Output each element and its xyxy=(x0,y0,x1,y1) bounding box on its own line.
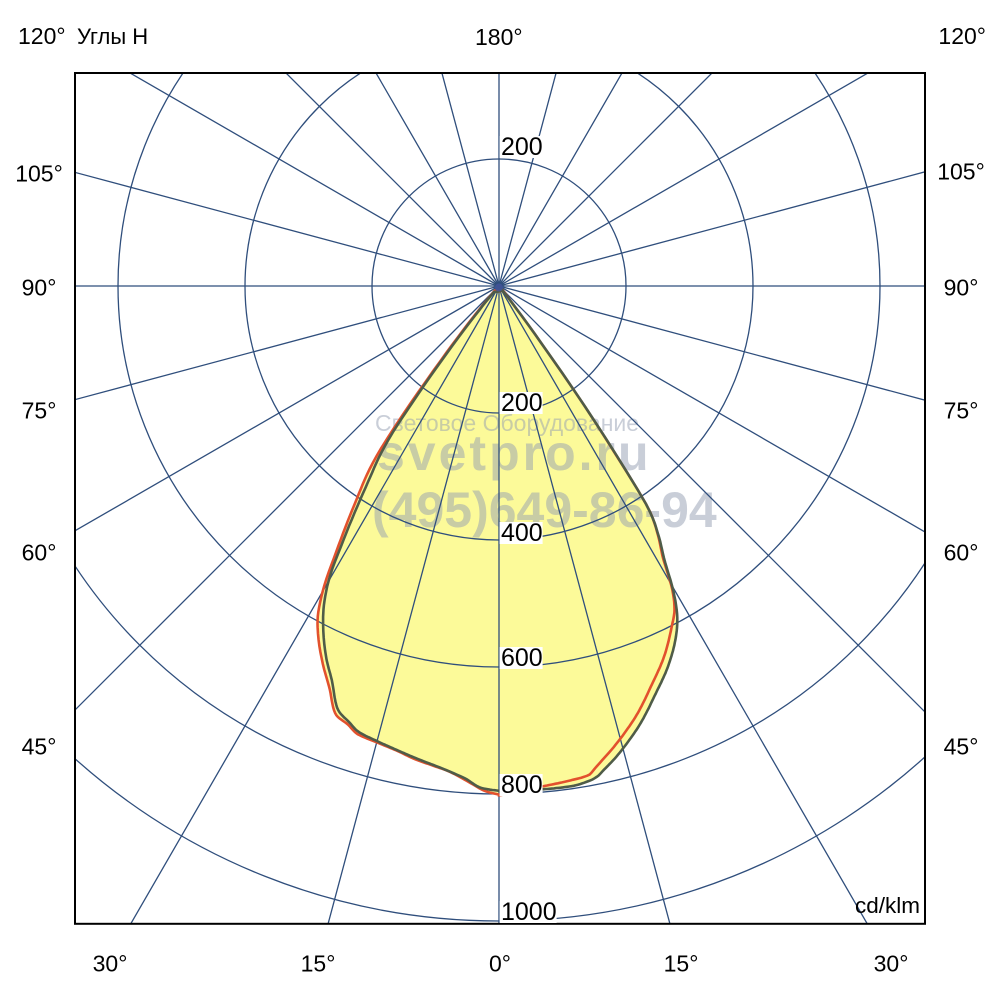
svg-text:120°: 120° xyxy=(938,23,986,49)
svg-text:200: 200 xyxy=(501,133,543,161)
svg-text:800: 800 xyxy=(501,771,543,799)
svg-text:45°: 45° xyxy=(22,734,57,760)
svg-text:105°: 105° xyxy=(937,159,985,185)
svg-text:60°: 60° xyxy=(944,540,979,566)
svg-text:30°: 30° xyxy=(93,951,128,977)
svg-text:600: 600 xyxy=(501,644,543,672)
svg-text:75°: 75° xyxy=(22,398,57,424)
svg-text:60°: 60° xyxy=(22,540,57,566)
svg-text:Углы Н: Углы Н xyxy=(77,24,148,49)
svg-text:400: 400 xyxy=(501,519,543,547)
svg-text:180°: 180° xyxy=(475,24,523,50)
svg-text:45°: 45° xyxy=(944,734,979,760)
svg-text:105°: 105° xyxy=(15,161,63,187)
svg-text:30°: 30° xyxy=(874,951,909,977)
svg-text:svetpro.ru: svetpro.ru xyxy=(377,425,652,481)
svg-text:cd/klm: cd/klm xyxy=(855,893,920,918)
svg-text:200: 200 xyxy=(501,389,543,417)
svg-text:15°: 15° xyxy=(301,951,336,977)
svg-text:90°: 90° xyxy=(944,275,979,301)
svg-text:1000: 1000 xyxy=(501,898,557,926)
svg-text:0°: 0° xyxy=(489,951,511,977)
svg-text:90°: 90° xyxy=(22,275,57,301)
svg-text:75°: 75° xyxy=(944,398,979,424)
svg-text:15°: 15° xyxy=(664,951,699,977)
svg-text:120°: 120° xyxy=(18,23,66,49)
svg-text:(495)649-86-94: (495)649-86-94 xyxy=(372,482,717,538)
